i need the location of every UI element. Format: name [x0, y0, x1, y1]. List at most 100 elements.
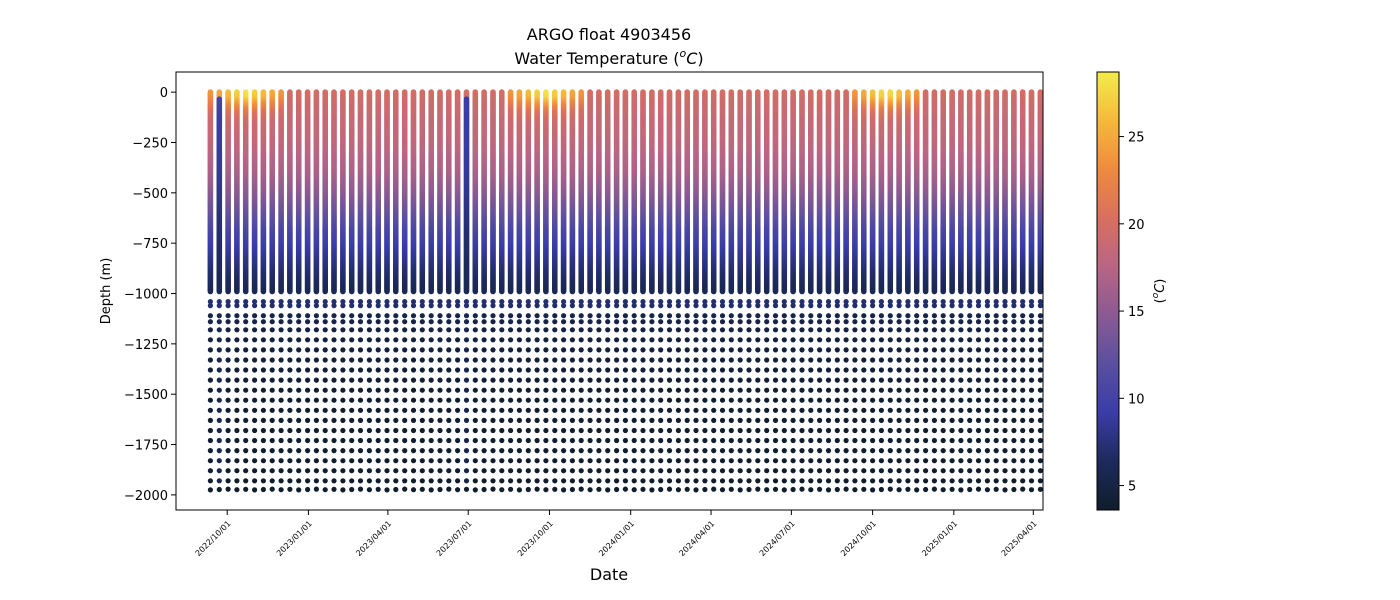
profile-point — [279, 327, 284, 332]
profile-point — [367, 458, 372, 463]
profile-point — [305, 367, 310, 372]
profile-point — [252, 428, 257, 433]
profile-point — [234, 347, 239, 352]
profile-point — [270, 408, 275, 413]
profile-point — [340, 337, 345, 342]
profile-point — [314, 408, 319, 413]
profile-point — [305, 428, 310, 433]
profile-point — [384, 478, 389, 483]
profile-point — [331, 367, 336, 372]
profile-point — [340, 478, 345, 483]
profile-point — [305, 289, 311, 295]
profile-point — [270, 313, 275, 318]
profile-point — [314, 448, 319, 453]
profile-point — [340, 367, 345, 372]
profile-point — [393, 347, 398, 352]
profile-point — [270, 337, 275, 342]
profile-point — [349, 408, 354, 413]
profile-point — [270, 448, 275, 453]
profile-point — [226, 438, 231, 443]
profile-point — [225, 289, 231, 295]
profile-point — [323, 367, 328, 372]
profile-point — [208, 487, 213, 492]
profile-point — [252, 468, 257, 473]
profile-point — [376, 378, 381, 383]
profile-point — [340, 448, 345, 453]
profile-point — [358, 327, 363, 332]
profile-point — [331, 337, 336, 342]
profile-point — [393, 458, 398, 463]
profile-point — [217, 378, 222, 383]
profile-point — [252, 438, 257, 443]
profile-point — [331, 357, 336, 362]
profile-point — [226, 468, 231, 473]
profile-point — [349, 313, 354, 318]
profile-point — [340, 313, 345, 318]
profile-point — [296, 448, 301, 453]
profile-point — [384, 487, 389, 492]
profile-point — [243, 327, 248, 332]
profile-point — [217, 319, 222, 324]
profile-point — [279, 398, 284, 403]
profile-point — [217, 408, 222, 413]
profile-point — [305, 398, 310, 403]
profile-point — [217, 357, 222, 362]
profile-point — [305, 438, 310, 443]
profile-point — [331, 458, 336, 463]
profile-point — [314, 367, 319, 372]
profile-point — [252, 337, 257, 342]
profile-point — [331, 289, 337, 295]
profile-point — [261, 428, 266, 433]
profile-point — [226, 487, 231, 492]
profile-point — [376, 458, 381, 463]
profile-point — [349, 347, 354, 352]
profile-point — [358, 458, 363, 463]
profile-point — [393, 428, 398, 433]
profile-point — [217, 303, 222, 308]
profile-point — [208, 337, 213, 342]
profile-point — [367, 398, 372, 403]
profile-point — [323, 357, 328, 362]
profile-point — [305, 303, 310, 308]
profile-point — [279, 428, 284, 433]
profile-point — [323, 448, 328, 453]
profile-point — [367, 388, 372, 393]
profile-point — [376, 438, 381, 443]
profile-point — [314, 438, 319, 443]
profile-point — [226, 319, 231, 324]
profile-point — [340, 327, 345, 332]
profile-point — [331, 347, 336, 352]
profile-point — [217, 313, 222, 318]
profile-point — [243, 428, 248, 433]
profile-point — [261, 327, 266, 332]
profile-point — [243, 378, 248, 383]
profile-point — [367, 448, 372, 453]
profile-point — [296, 428, 301, 433]
profile-point — [314, 478, 319, 483]
profile-point — [287, 448, 292, 453]
profile-point — [340, 357, 345, 362]
profile-point — [217, 289, 223, 295]
profile-point — [367, 408, 372, 413]
profile-point — [243, 367, 248, 372]
profile-point — [384, 303, 389, 308]
profile-point — [358, 347, 363, 352]
profile-point — [367, 428, 372, 433]
profile-point — [261, 313, 266, 318]
profile-point — [261, 357, 266, 362]
profile-point — [270, 438, 275, 443]
profile-point — [217, 337, 222, 342]
profile-point — [243, 448, 248, 453]
profile-point — [349, 458, 354, 463]
profile-point — [376, 418, 381, 423]
profile-point — [287, 468, 292, 473]
profile-point — [349, 319, 354, 324]
profile-point — [314, 347, 319, 352]
profile-point — [279, 303, 284, 308]
profile-point — [384, 367, 389, 372]
profile-point — [376, 327, 381, 332]
profile-point — [287, 378, 292, 383]
profile-point — [393, 478, 398, 483]
profile-point — [367, 378, 372, 383]
profile-point — [340, 458, 345, 463]
